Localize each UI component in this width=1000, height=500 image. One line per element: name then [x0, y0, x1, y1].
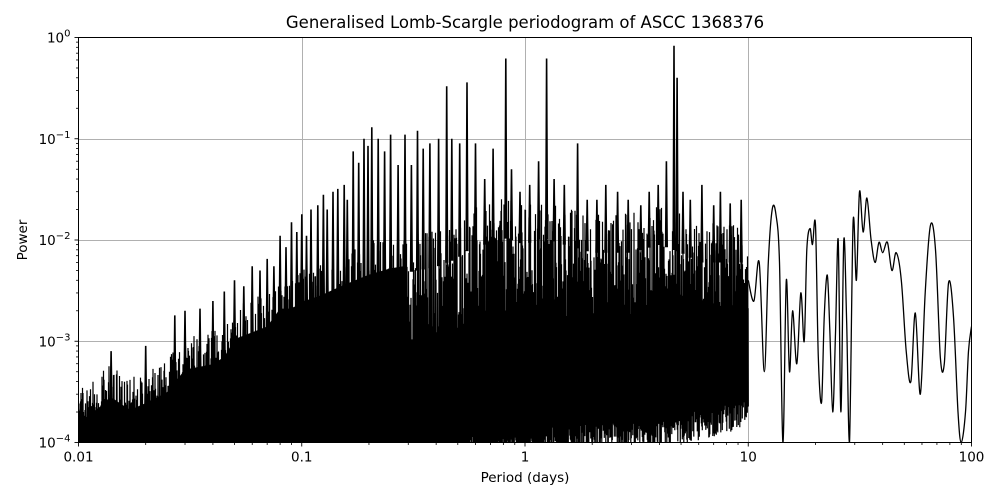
y-axis-label: Power	[15, 219, 31, 260]
x-tick-label: 0.01	[63, 450, 93, 466]
x-axis-ticks: 0.01 0.1 1 10 100	[63, 442, 985, 466]
y-tick-label: 10−4	[39, 434, 71, 452]
y-tick-label: 10−2	[39, 231, 71, 249]
x-tick-label: 10	[740, 450, 757, 466]
dense-fill	[78, 265, 409, 443]
chart-title: Generalised Lomb-Scargle periodogram of …	[286, 13, 764, 32]
periodogram-series	[78, 45, 972, 443]
smooth-periodogram-trace	[747, 190, 972, 443]
x-tick-label: 100	[959, 450, 985, 466]
x-tick-label: 1	[521, 450, 530, 466]
y-tick-label: 100	[47, 29, 71, 47]
y-axis-ticks: 100 10−1 10−2 10−3 10−4	[39, 29, 79, 452]
periodogram-peaks	[109, 45, 743, 410]
y-tick-label: 10−3	[39, 332, 71, 350]
x-tick-label: 0.1	[291, 450, 312, 466]
x-axis-label: Period (days)	[481, 470, 570, 486]
y-tick-label: 10−1	[39, 130, 71, 148]
